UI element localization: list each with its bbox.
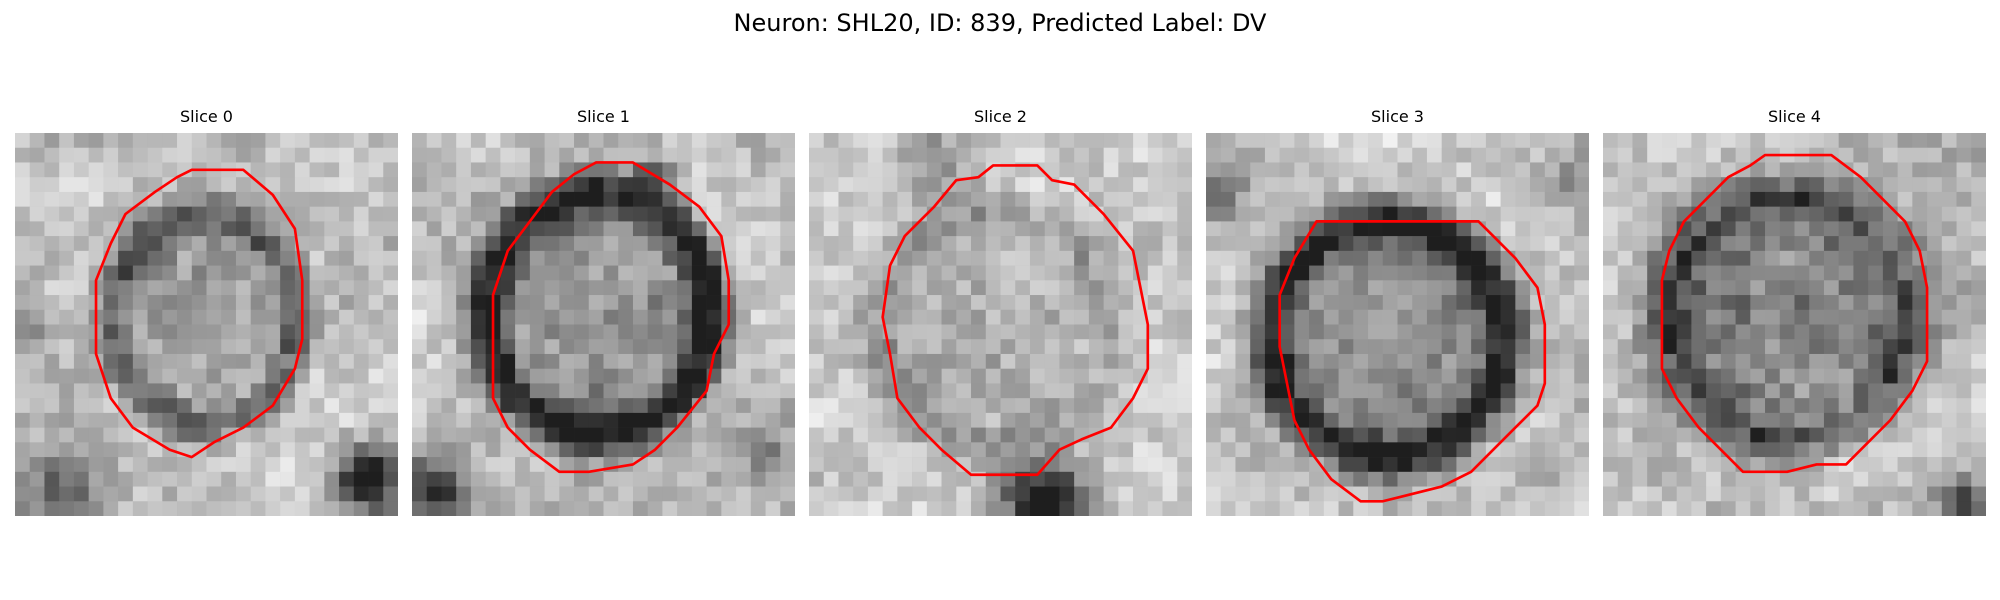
- cell-contour-0: [94, 168, 304, 459]
- slice-title-4: Slice 4: [1768, 107, 1821, 126]
- slice-image-2: [809, 133, 1192, 516]
- slice-image-0: [15, 133, 398, 516]
- slice-title-3: Slice 3: [1371, 107, 1424, 126]
- figure-title: Neuron: SHL20, ID: 839, Predicted Label:…: [733, 9, 1267, 37]
- slice-image-3: [1206, 133, 1589, 516]
- cell-contour-4: [1660, 153, 1929, 474]
- cell-contour-1: [491, 161, 731, 474]
- slice-title-1: Slice 1: [577, 107, 630, 126]
- slice-image-1: [412, 133, 795, 516]
- cell-contour-3: [1278, 220, 1547, 503]
- slice-image-4: [1603, 133, 1986, 516]
- slice-title-2: Slice 2: [974, 107, 1027, 126]
- cell-contour-2: [881, 164, 1150, 477]
- slice-title-0: Slice 0: [180, 107, 233, 126]
